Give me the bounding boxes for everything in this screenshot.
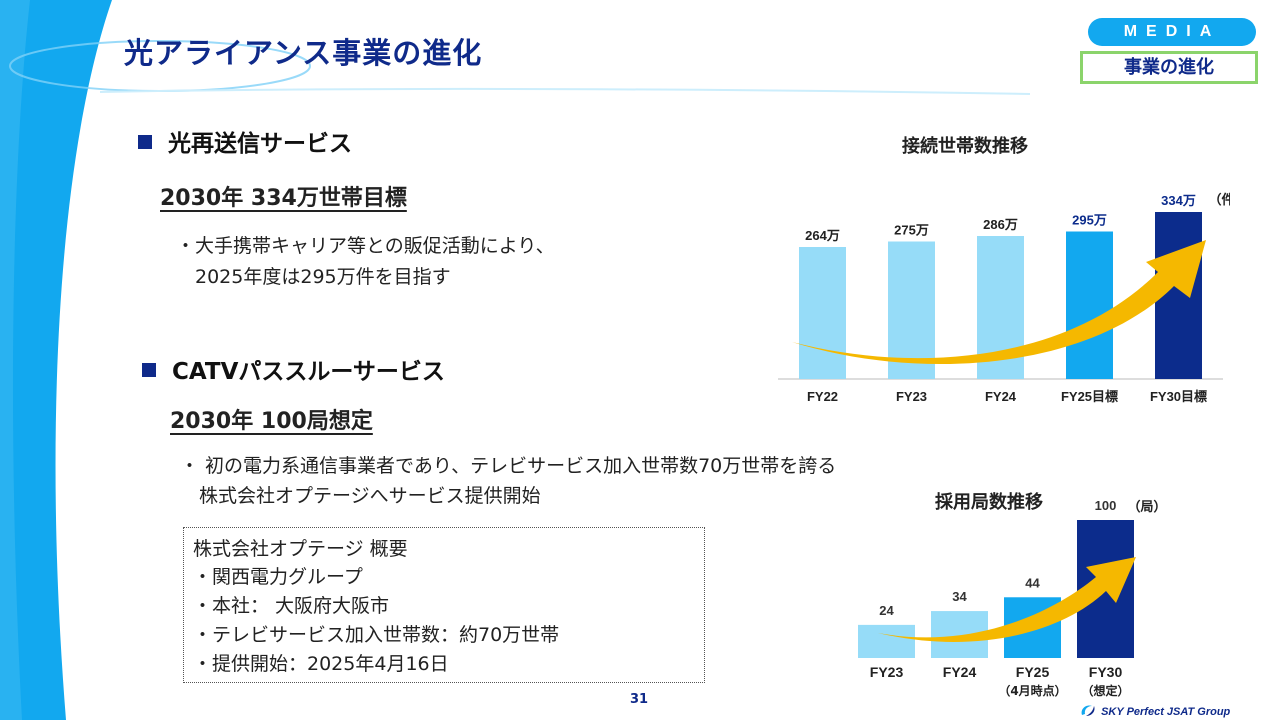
optage-line-3: ・本社： 大阪府大阪市 (193, 595, 390, 617)
chart1-value-label: 275万 (894, 223, 929, 238)
chart1-unit-label: （件） (1209, 192, 1231, 208)
section2-heading-text: CATVパススルーサービス (172, 359, 445, 385)
chart1-value-label: 286万 (983, 217, 1018, 232)
logo-swirl-icon (1081, 705, 1095, 716)
section-label-badge: 事業の進化 (1080, 51, 1258, 84)
chart2-category-label: FY23 (870, 664, 904, 680)
chart1-bar (888, 241, 935, 379)
household-connections-chart: 264万 FY22 275万 FY23 286万 FY24 295万 FY25目標 334万 FY… (778, 192, 1231, 404)
optage-line-2: ・関西電力グループ (193, 566, 363, 588)
chart2-category-label: FY24 (943, 664, 977, 680)
chart1-bar (1066, 231, 1113, 379)
chart2-value-label: 34 (952, 589, 967, 604)
chart2-sublabel: （想定） (1081, 683, 1129, 698)
chart2-sublabel: （4月時点） (998, 683, 1066, 698)
chart2-unit-label: （局） (1128, 499, 1167, 515)
logo-text: SKY Perfect JSAT Group (1101, 706, 1231, 718)
chart2-category-label: FY25 (1016, 664, 1050, 680)
chart1-category-label: FY23 (896, 389, 927, 404)
chart2-title: 採用局数推移 (935, 492, 1043, 513)
optage-overview-box (183, 527, 705, 683)
chart1-value-label: 334万 (1161, 193, 1196, 208)
section1-heading-text: 光再送信サービス (168, 131, 352, 157)
section2-bullet-2: 株式会社オプテージへサービス提供開始 (180, 485, 541, 507)
optage-line-1: 株式会社オプテージ 概要 (193, 538, 408, 560)
chart1-category-label: FY24 (985, 389, 1017, 404)
section1-bullet-2: 2025年度は295万件を目指す (176, 266, 451, 288)
chart1-category-label: FY22 (807, 389, 838, 404)
chart1-category-label: FY30目標 (1150, 389, 1207, 404)
page-title: 光アライアンス事業の進化 (124, 36, 483, 70)
chart1-bar (799, 247, 846, 379)
section2-heading: CATVパススルーサービス (142, 352, 445, 386)
section1-heading: 光再送信サービス (138, 124, 352, 158)
chart2-value-label: 24 (879, 603, 894, 618)
square-bullet-icon (142, 363, 156, 377)
chart1-value-label: 264万 (805, 228, 840, 243)
chart1-category-label: FY25目標 (1061, 389, 1118, 404)
section2-bullet-1: ・ 初の電力系通信事業者であり、テレビサービス加入世帯数70万世帯を誇る (180, 455, 837, 477)
section1-bullet-1: ・大手携帯キャリア等との販促活動により、 (176, 235, 555, 257)
chart1-trend-arrow (792, 240, 1206, 365)
chart2-category-label: FY30 (1089, 664, 1123, 680)
chart1-value-label: 295万 (1072, 213, 1107, 228)
page-number: 31 (630, 692, 649, 707)
section1-target: 2030年 334万世帯目標 (160, 186, 407, 211)
optage-line-5: ・提供開始：2025年4月16日 (193, 653, 449, 675)
chart2-value-label: 44 (1025, 575, 1040, 590)
chart2-trend-arrow (878, 557, 1136, 642)
section2-target: 2030年 100局想定 (170, 409, 373, 434)
stations-adopted-chart: 24 FY23 34 FY24 44 FY25 （4月時点） 100 FY30 （想定） （局） (858, 498, 1167, 698)
chart1-title: 接続世帯数推移 (902, 136, 1028, 157)
company-logo: SKY Perfect JSAT Group (1080, 700, 1230, 719)
chart2-value-label: 100 (1095, 498, 1117, 513)
media-category-badge: MEDIA (1088, 18, 1256, 46)
optage-line-4: ・テレビサービス加入世帯数：約70万世帯 (193, 624, 560, 646)
square-bullet-icon (138, 135, 152, 149)
chart2-bar (858, 624, 915, 658)
